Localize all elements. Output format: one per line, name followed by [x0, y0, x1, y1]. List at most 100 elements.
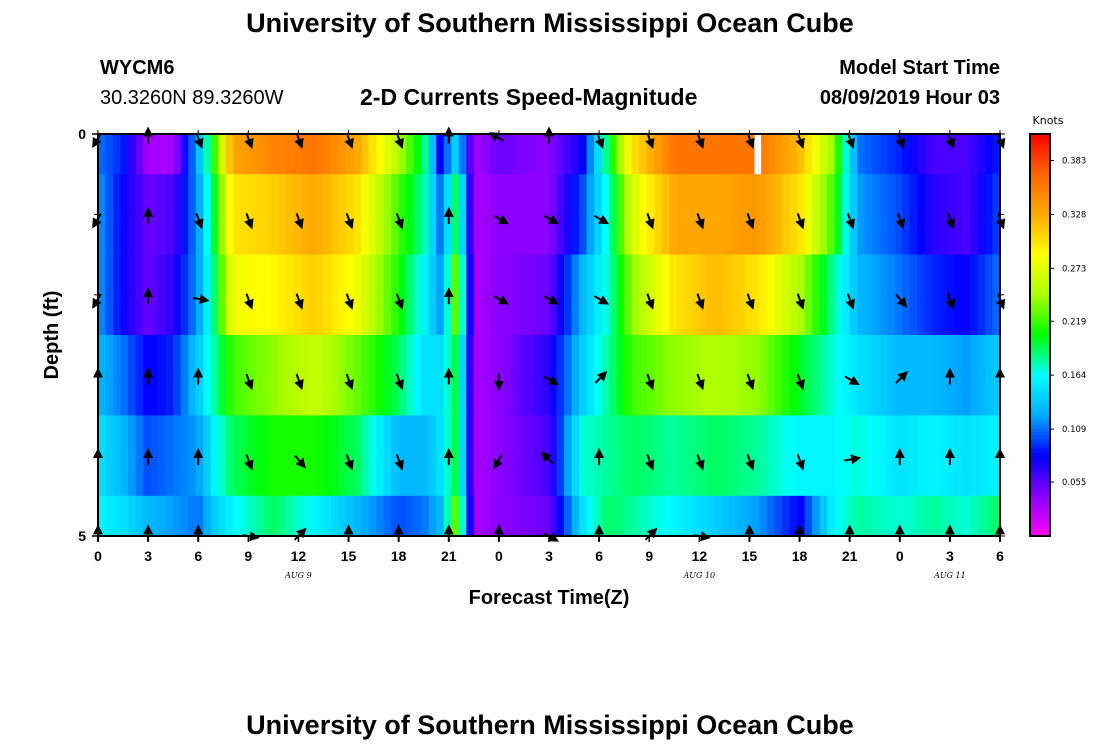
heatmap-cell: [984, 134, 994, 175]
heatmap-cell: [736, 134, 746, 175]
colorbar-segment: [1030, 452, 1050, 457]
colorbar-segment: [1030, 214, 1050, 219]
heatmap-cell: [315, 495, 325, 537]
colorbar-segment: [1030, 268, 1050, 272]
x-tick-label: 21: [842, 548, 858, 564]
current-vector: [593, 214, 610, 225]
heatmap-cell: [842, 254, 851, 336]
heatmap-cell: [135, 254, 144, 336]
heatmap-cell: [857, 415, 866, 497]
current-vector: [895, 294, 908, 308]
heatmap-cell: [759, 495, 768, 537]
heatmap-cell: [541, 495, 550, 537]
heatmap-cell: [526, 495, 535, 537]
y-tick-label: 5: [78, 528, 86, 544]
heatmap-cell: [812, 254, 821, 336]
heatmap-cell: [270, 415, 279, 497]
colorbar-segment: [1030, 418, 1050, 423]
heatmap-cell: [609, 134, 618, 175]
colorbar-segment: [1030, 455, 1050, 460]
heatmap-cell: [556, 335, 565, 416]
heatmap-cell: [233, 495, 242, 537]
heatmap-cell: [924, 174, 933, 255]
heatmap-cell: [609, 495, 618, 537]
heatmap-cell: [894, 254, 903, 336]
heatmap-cell: [819, 415, 828, 497]
colorbar-segment: [1030, 432, 1050, 437]
colorbar-tick-label: 0.273: [1062, 264, 1086, 274]
heatmap-cell: [827, 415, 836, 497]
heatmap-cell: [691, 254, 700, 336]
x-tick-label: 12: [692, 548, 708, 564]
current-vector: [192, 294, 210, 305]
heatmap-cell: [421, 174, 430, 255]
colorbar-segment: [1030, 482, 1050, 487]
heatmap-cell: [631, 254, 640, 336]
heatmap-cell: [210, 335, 219, 416]
colorbar-segment: [1030, 368, 1050, 373]
heatmap-cell: [533, 134, 543, 175]
heatmap-cell: [714, 335, 723, 416]
heatmap-cell: [293, 415, 302, 497]
heatmap-cell: [977, 415, 986, 497]
heatmap-cell: [278, 495, 287, 537]
current-vector: [745, 213, 755, 230]
heatmap-cell: [594, 174, 603, 255]
heatmap-cell: [834, 495, 843, 537]
heatmap-cell: [225, 174, 234, 255]
heatmap-cell: [736, 415, 746, 497]
heatmap-cell: [240, 415, 249, 497]
heatmap-cell: [954, 495, 964, 537]
heatmap-cell: [616, 174, 625, 255]
heatmap-cell: [782, 335, 791, 416]
heatmap-cell: [518, 134, 528, 175]
heatmap-cell: [466, 495, 475, 537]
heatmap-cell: [616, 495, 625, 537]
heatmap-cell: [721, 174, 730, 255]
heatmap-cell: [879, 495, 888, 537]
colorbar-segment: [1030, 201, 1050, 205]
heatmap-cell: [451, 335, 460, 416]
heatmap-cell: [466, 174, 475, 255]
heatmap-cell: [496, 335, 505, 416]
missing-data-cell: [754, 134, 762, 175]
heatmap-cell: [436, 254, 445, 336]
colorbar-segment: [1030, 328, 1050, 333]
heatmap-cell: [308, 254, 317, 336]
heatmap-cell: [436, 174, 445, 255]
current-vector: [493, 295, 509, 305]
heatmap-cell: [556, 174, 565, 255]
heatmap-cell: [571, 134, 580, 175]
heatmap-cell: [353, 134, 362, 175]
heatmap-cell: [203, 335, 212, 416]
heatmap-cell: [518, 335, 528, 416]
heatmap-cell: [473, 134, 482, 175]
heatmap-cell: [654, 415, 663, 497]
heatmap-cell: [631, 415, 640, 497]
heatmap-cell: [285, 174, 295, 255]
heatmap-cell: [639, 415, 648, 497]
heatmap-cell: [346, 495, 355, 537]
heatmap-cell: [541, 335, 550, 416]
heatmap-cell: [165, 335, 174, 416]
colorbar-segment: [1030, 164, 1050, 169]
colorbar-segment: [1030, 264, 1050, 269]
colorbar-segment: [1030, 311, 1050, 316]
colorbar-segment: [1030, 402, 1050, 406]
colorbar-segment: [1030, 301, 1050, 306]
colorbar-segment: [1030, 405, 1050, 410]
heatmap-cell: [361, 335, 370, 416]
heatmap-cell: [240, 254, 249, 336]
heatmap-cell: [932, 415, 941, 497]
heatmap-cell: [887, 415, 896, 497]
heatmap-cell: [699, 174, 708, 255]
heatmap-cell: [225, 415, 234, 497]
heatmap-cell: [398, 134, 407, 175]
heatmap-cell: [947, 254, 956, 336]
heatmap-cell: [864, 174, 873, 255]
heatmap-cell: [714, 415, 723, 497]
current-vector: [540, 451, 554, 465]
heatmap-cell: [248, 495, 257, 537]
colorbar-segment: [1030, 321, 1050, 326]
heatmap-cell: [691, 495, 700, 537]
